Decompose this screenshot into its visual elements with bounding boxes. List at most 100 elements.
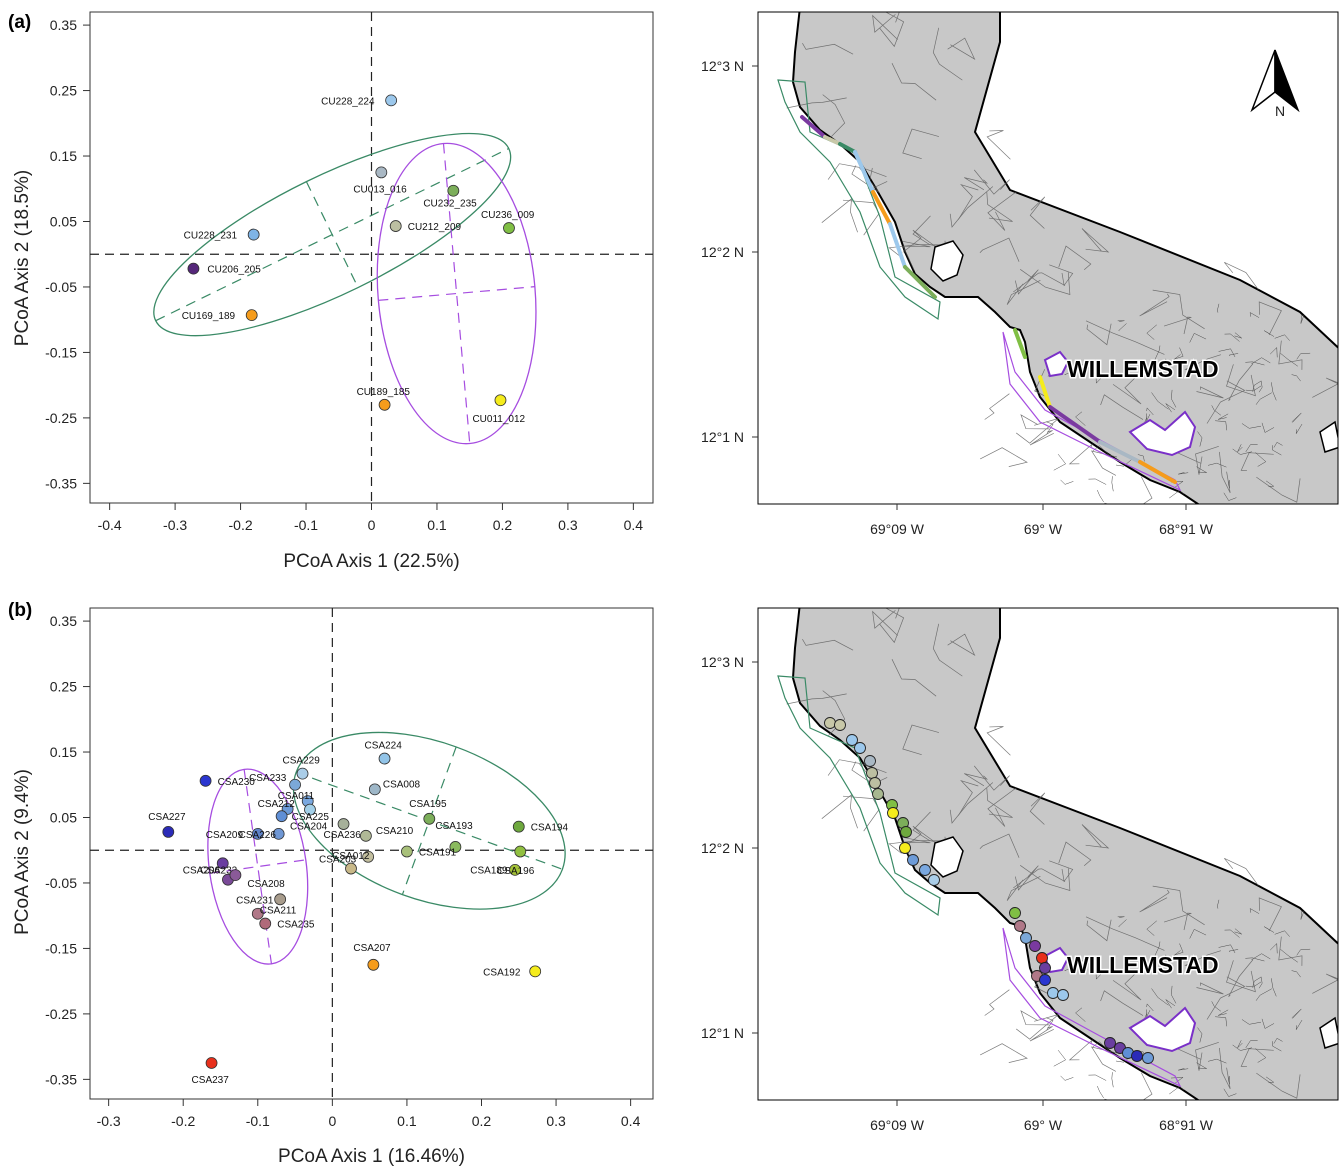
urban-street: [1251, 357, 1271, 364]
road: [1081, 824, 1110, 849]
schottegat-bay: [1128, 410, 1197, 457]
road: [822, 94, 846, 140]
sampling-site: [869, 777, 881, 789]
urban-street: [1274, 334, 1290, 341]
urban-street: [1245, 981, 1262, 988]
data-point: [345, 862, 357, 875]
data-point: [375, 166, 388, 179]
x-tick-label: -0.3: [97, 1113, 121, 1129]
coast-segment: [1098, 440, 1142, 464]
point-label: CU169_189: [182, 311, 236, 322]
road: [1049, 860, 1074, 883]
data-point: [509, 863, 521, 876]
road: [786, 97, 847, 109]
urban-street: [1237, 1040, 1243, 1049]
data-point: [362, 850, 375, 863]
coast-segment: [823, 135, 842, 146]
road: [872, 14, 898, 40]
road: [1086, 919, 1112, 942]
x-tick-label: 0.2: [493, 517, 513, 533]
inlet: [930, 836, 964, 878]
y-tick-label: -0.25: [45, 1006, 77, 1022]
sampling-site: [887, 807, 899, 819]
east-inlet: [1319, 420, 1338, 453]
urban-street: [1064, 968, 1071, 972]
road: [842, 199, 880, 236]
road: [1013, 868, 1066, 889]
point-label: CSA204: [290, 822, 328, 833]
data-point: [289, 778, 301, 791]
point-label: CSA231: [236, 895, 274, 906]
road: [987, 787, 1017, 827]
urban-street: [1189, 333, 1207, 343]
urban-street: [1060, 479, 1074, 485]
coast-segment: [1138, 460, 1177, 484]
data-point: [367, 958, 380, 971]
road: [1006, 279, 1041, 305]
urban-street: [1165, 999, 1176, 1009]
road: [1224, 857, 1259, 886]
panel-label: (a): [8, 12, 31, 33]
lon-tick-label: 69° W: [1024, 521, 1063, 537]
urban-street: [1146, 920, 1157, 936]
urban-street: [1146, 413, 1151, 421]
sampling-site: [1039, 962, 1051, 974]
map-frame: [757, 607, 1339, 1101]
urban-street: [1245, 385, 1262, 392]
urban-street: [1097, 489, 1104, 503]
point-label: CSA207: [353, 943, 391, 954]
point-label: CSA225: [292, 812, 330, 823]
x-tick-label: -0.1: [246, 1113, 270, 1129]
road: [1112, 973, 1142, 1001]
data-point: [360, 829, 372, 842]
road: [1013, 272, 1066, 293]
urban-street: [1164, 950, 1181, 959]
road: [902, 128, 940, 160]
road: [1240, 452, 1274, 471]
sampling-site: [834, 719, 846, 731]
urban-street: [1088, 1074, 1107, 1081]
urban-street: [1118, 919, 1127, 928]
road: [1240, 1048, 1274, 1067]
coast-segment: [838, 142, 857, 154]
road: [1112, 377, 1142, 405]
urban-street: [1115, 458, 1134, 467]
sampling-site: [866, 767, 878, 779]
urban-street: [1255, 988, 1272, 1001]
road: [1226, 960, 1256, 993]
sampling-site: [919, 864, 931, 876]
urban-street: [1245, 361, 1265, 366]
road: [1258, 301, 1282, 336]
urban-street: [1075, 363, 1091, 372]
point-label: CSA230: [218, 777, 256, 788]
lon-tick-label: 69°09 W: [870, 1117, 925, 1133]
urban-street: [1171, 985, 1177, 1004]
road: [986, 192, 1013, 222]
urban-street: [1245, 957, 1265, 962]
urban-street: [1165, 403, 1176, 413]
sampling-site: [900, 826, 912, 838]
road: [786, 693, 847, 705]
y-tick-label: -0.25: [45, 410, 77, 426]
road: [1278, 340, 1303, 370]
road: [879, 608, 905, 644]
ellipse-major-axis: [378, 286, 535, 301]
road: [964, 177, 989, 191]
road: [958, 779, 979, 816]
urban-street: [1178, 1068, 1189, 1071]
urban-street: [1291, 970, 1301, 978]
urban-street: [1228, 1076, 1230, 1084]
urban-street: [1224, 333, 1240, 342]
lon-tick-label: 68°91 W: [1159, 521, 1214, 537]
y-tick-label: -0.15: [45, 344, 77, 360]
x-tick-label: -0.4: [98, 517, 122, 533]
data-point: [229, 869, 242, 882]
data-point: [401, 845, 413, 858]
road: [827, 163, 887, 180]
sampling-site: [1142, 1052, 1154, 1064]
road: [1014, 865, 1039, 891]
y-tick-label: -0.35: [45, 475, 77, 491]
ellipse-minor-axis: [305, 181, 359, 288]
x-tick-label: 0.3: [546, 1113, 566, 1129]
sampling-site: [846, 734, 858, 746]
